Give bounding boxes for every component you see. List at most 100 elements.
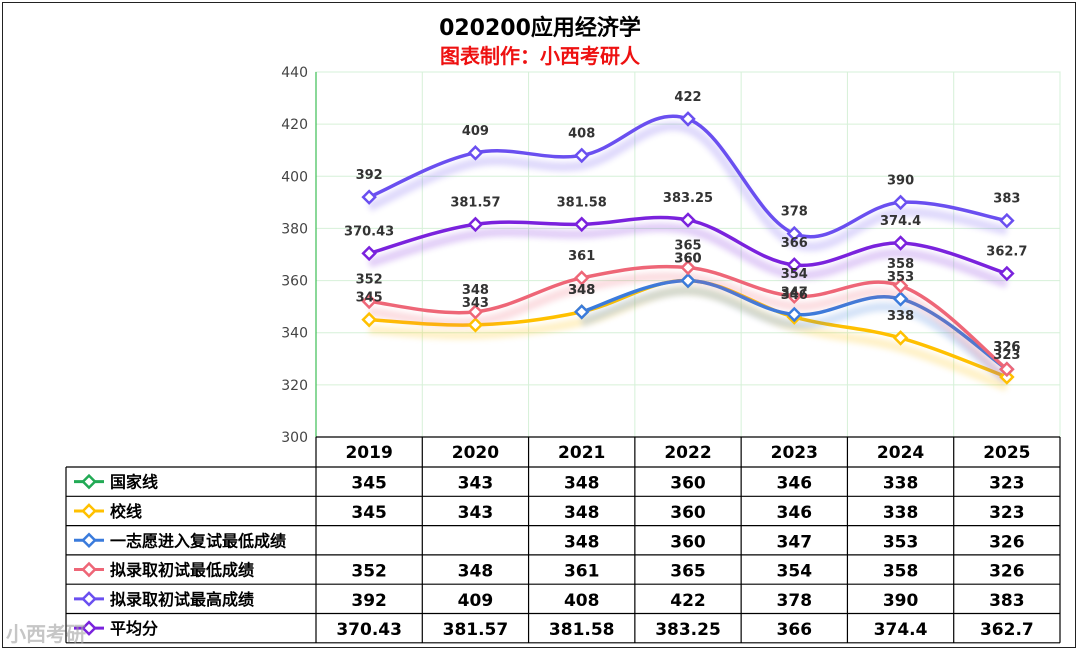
x-tick-label: 2020 — [452, 443, 499, 463]
table-cell-value: 345 — [351, 474, 387, 494]
table-cell-value: 348 — [564, 503, 600, 523]
data-point-marker — [999, 265, 1015, 282]
x-tick-label: 2023 — [771, 443, 818, 463]
table-cell-value: 378 — [777, 591, 813, 611]
table-cell-value: 347 — [777, 532, 813, 552]
data-point-marker — [467, 145, 484, 161]
series-glow — [367, 222, 1009, 288]
data-label: 374.4 — [880, 214, 921, 229]
legend-key-marker — [81, 561, 97, 578]
data-point-marker — [680, 272, 696, 289]
label-layer: 345 3433483603463383233483603473533263523… — [344, 90, 1027, 363]
table-cell-value: 370.43 — [336, 620, 402, 640]
legend-label: 国家线 — [110, 473, 158, 492]
legend-key-marker — [81, 503, 97, 519]
x-tick-label: 2025 — [983, 443, 1030, 463]
data-label: 366 — [781, 236, 808, 251]
data-point-marker — [892, 291, 909, 307]
data-label: 409 — [462, 124, 489, 139]
data-label: 383.25 — [663, 191, 713, 206]
table-cell-value: 348 — [458, 562, 494, 582]
chart-title: 020200应用经济学 — [439, 16, 641, 41]
data-point-marker — [786, 306, 803, 323]
table-cell-value: 343 — [458, 503, 494, 523]
data-label: 390 — [887, 173, 914, 188]
table-cell-value: 346 — [777, 474, 813, 494]
data-label: 360 — [674, 252, 701, 267]
data-label: 354 — [781, 267, 808, 282]
data-table: 2019 2020 2021 2022 2023 2024 2025 国家线 345 343 348… — [65, 436, 1061, 644]
data-label: 381.57 — [450, 195, 500, 210]
table-cell-value: 348 — [564, 474, 600, 494]
data-label: 326 — [993, 340, 1020, 355]
data-label: 378 — [781, 205, 808, 220]
table-cell-value: 361 — [564, 562, 600, 582]
data-label: 338 — [887, 309, 914, 324]
data-label: 358 — [887, 257, 914, 272]
data-point-marker — [786, 288, 803, 304]
legend-key-marker — [81, 532, 97, 549]
data-point-marker — [892, 330, 909, 346]
table-cell-value: 409 — [458, 591, 494, 611]
table-cell-value: 381.58 — [549, 620, 615, 640]
data-point-marker — [467, 216, 484, 233]
table-cell-value: 323 — [989, 503, 1025, 523]
table-cell-value: 345 — [351, 503, 387, 523]
legend-label: 拟录取初试最高成绩 — [110, 590, 254, 609]
legend-label: 一志愿进入复试最低成绩 — [110, 531, 286, 550]
table-cell-value: 362.7 — [980, 620, 1034, 640]
y-tick-label: 340 — [281, 326, 308, 342]
table-cell-value: 374.4 — [874, 620, 928, 640]
table-cell-value: 326 — [989, 562, 1025, 582]
data-label: 353 — [887, 270, 914, 285]
data-point-marker — [573, 304, 590, 320]
data-point-marker — [786, 257, 803, 273]
table-cell-value: 354 — [777, 562, 813, 582]
legend-label: 平均分 — [110, 619, 158, 638]
table-cell-value: 360 — [670, 532, 706, 552]
y-tick-label: 440 — [281, 65, 308, 81]
data-point-marker — [999, 369, 1015, 385]
data-point-marker — [361, 189, 377, 205]
data-label: 360 — [674, 252, 701, 267]
data-label: 381.58 — [557, 195, 607, 210]
table-cell-value: 360 — [670, 503, 706, 523]
data-label: 347 — [781, 285, 808, 300]
data-label: 343 — [462, 296, 489, 311]
y-tick-label: 300 — [281, 430, 308, 446]
data-point-marker — [680, 212, 696, 228]
data-point-marker — [361, 245, 377, 262]
legend-key-marker — [81, 620, 97, 636]
data-label: 345 — [356, 291, 383, 306]
table-cell-value: 392 — [351, 591, 387, 611]
grid-layer: 300 320 340 360 380 400 420 440 — [281, 65, 1061, 446]
table-cell-value: 353 — [883, 532, 919, 552]
table-cell-value: 348 — [564, 532, 600, 552]
data-point-marker — [467, 317, 484, 333]
table-cell-value: 326 — [989, 532, 1025, 552]
table-cell-value: 365 — [670, 562, 706, 582]
table-cell-value: 338 — [883, 503, 919, 523]
table-cell-value: 352 — [351, 562, 387, 582]
table-cell-value: 360 — [670, 474, 706, 494]
x-tick-label: 2019 — [345, 443, 392, 463]
data-point-marker — [999, 361, 1015, 377]
data-point-marker — [573, 216, 590, 233]
table-cell-value: 383 — [989, 591, 1025, 611]
x-tick-label: 2024 — [877, 443, 924, 463]
data-label: 392 — [356, 168, 383, 183]
data-point-marker — [573, 270, 590, 286]
chart-subtitle: 图表制作：小西考研人 — [440, 44, 640, 68]
table-cell-value: 343 — [458, 474, 494, 494]
series-glow — [367, 121, 1008, 252]
table-cell-value: 346 — [777, 503, 813, 523]
data-label: 370.43 — [344, 224, 394, 239]
table-cell-value: 358 — [883, 562, 919, 582]
x-tick-label: 2021 — [558, 443, 605, 463]
data-label: 352 — [356, 272, 383, 287]
y-tick-label: 400 — [281, 169, 308, 185]
legend-label: 校线 — [110, 502, 142, 521]
table-cell-value: 408 — [564, 591, 600, 611]
data-label: 346 — [781, 288, 808, 303]
data-label: 326 — [993, 340, 1020, 355]
